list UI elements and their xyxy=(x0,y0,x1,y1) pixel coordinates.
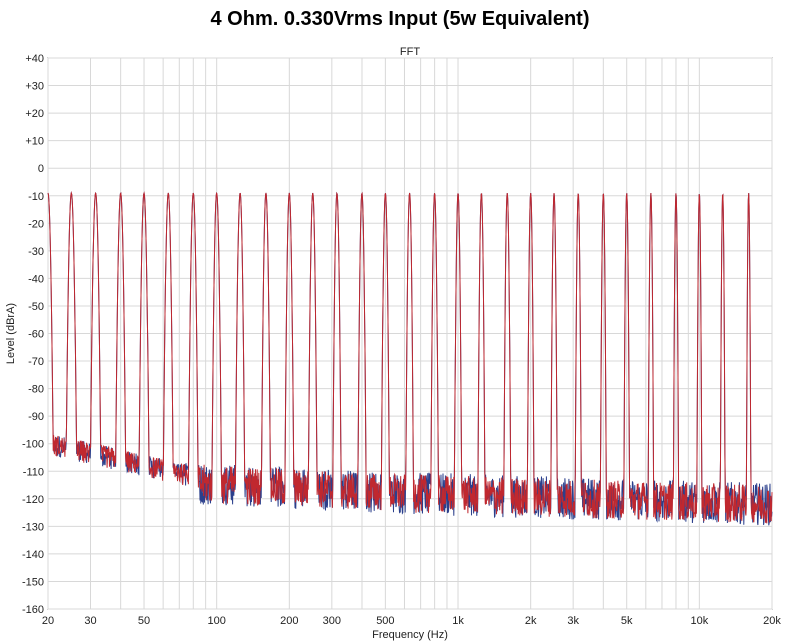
y-tick-label: -130 xyxy=(22,521,44,533)
x-tick-label: 1k xyxy=(452,615,464,627)
x-tick-label: 30 xyxy=(84,615,96,627)
y-tick-label: 0 xyxy=(38,163,44,175)
y-tick-label: -30 xyxy=(28,246,44,258)
y-tick-label: -40 xyxy=(28,273,44,285)
y-tick-label: +10 xyxy=(25,136,44,148)
chart-title: 4 Ohm. 0.330Vrms Input (5w Equivalent) xyxy=(210,8,590,30)
y-tick-label: -150 xyxy=(22,576,44,588)
grid xyxy=(47,57,773,610)
y-tick-label: -70 xyxy=(28,356,44,368)
x-tick-label: 100 xyxy=(208,615,226,627)
x-tick-label: 10k xyxy=(690,615,708,627)
y-tick-label: -60 xyxy=(28,329,44,341)
y-tick-label: -50 xyxy=(28,301,44,313)
chart-subtitle: FFT xyxy=(400,46,420,58)
y-tick-label: -120 xyxy=(22,494,44,506)
x-tick-label: 200 xyxy=(280,615,298,627)
series-line-2 xyxy=(47,191,773,524)
y-tick-label: +40 xyxy=(25,53,44,65)
y-tick-label: -160 xyxy=(22,604,44,616)
series-group xyxy=(47,191,773,526)
y-axis-label: Level (dBrA) xyxy=(5,303,17,364)
x-tick-labels: 20 30 50 100 200 300 500 1k 2k 3k 5k 10k 20k xyxy=(42,615,781,627)
y-tick-labels: +40 +30 +20 +10 0 -10 -20 -30 -40 -50 -60 -70 -80 -90… xyxy=(22,53,44,616)
y-tick-label: -20 xyxy=(28,218,44,230)
x-tick-label: 2k xyxy=(525,615,537,627)
x-tick-label: 5k xyxy=(621,615,633,627)
y-tick-label: +20 xyxy=(25,108,44,120)
y-tick-label: -80 xyxy=(28,384,44,396)
x-tick-label: 20 xyxy=(42,615,54,627)
x-tick-label: 3k xyxy=(567,615,579,627)
x-axis-label: Frequency (Hz) xyxy=(372,629,448,641)
x-tick-label: 50 xyxy=(138,615,150,627)
y-tick-label: -110 xyxy=(23,466,44,478)
y-tick-label: +30 xyxy=(25,81,44,93)
x-tick-label: 500 xyxy=(376,615,394,627)
y-tick-label: -90 xyxy=(28,411,44,423)
y-tick-label: -140 xyxy=(22,549,44,561)
x-tick-label: 300 xyxy=(323,615,341,627)
x-tick-label: 20k xyxy=(763,615,781,627)
y-tick-label: -100 xyxy=(22,439,44,451)
y-tick-label: -10 xyxy=(28,191,44,203)
